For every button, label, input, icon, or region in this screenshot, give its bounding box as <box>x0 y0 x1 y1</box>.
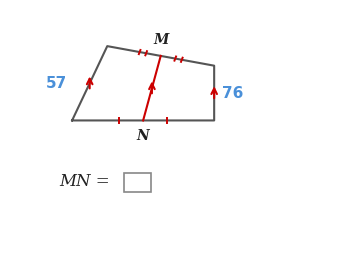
Text: 76: 76 <box>222 86 243 101</box>
Text: MN =: MN = <box>60 172 110 189</box>
Text: 57: 57 <box>46 76 67 91</box>
Text: N: N <box>137 129 150 143</box>
Text: M: M <box>153 33 168 47</box>
Bar <box>124 173 151 192</box>
